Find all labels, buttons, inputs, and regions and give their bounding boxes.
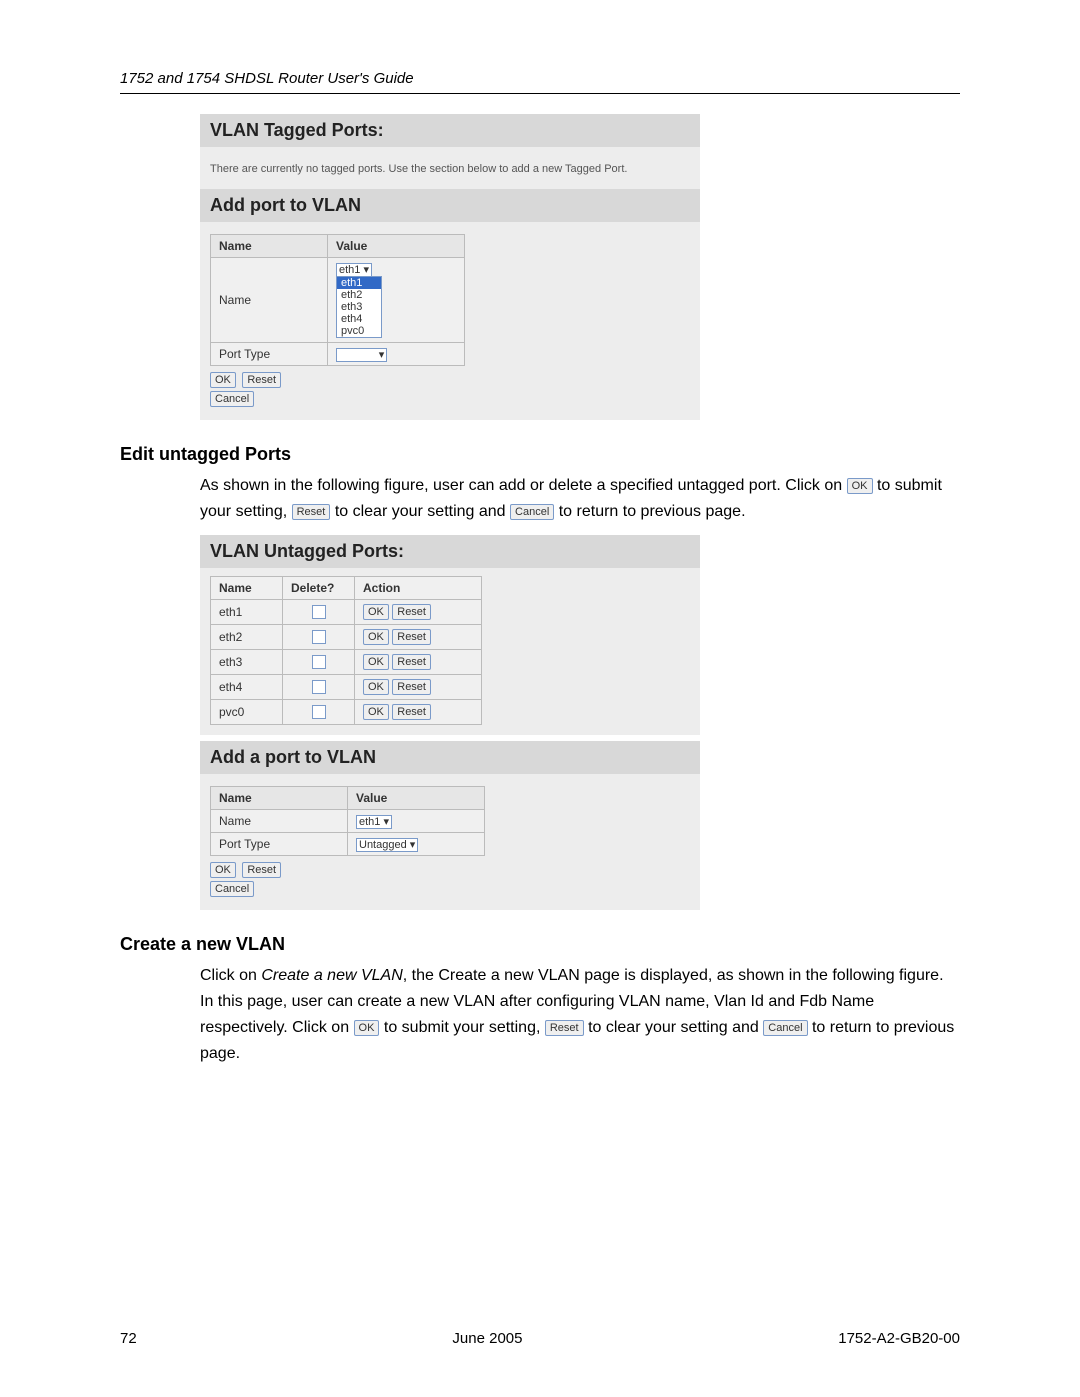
table-row: eth2 OK Reset <box>211 625 482 650</box>
text: to clear your setting and <box>588 1019 763 1036</box>
name-select[interactable]: eth1 ▾ <box>336 263 372 277</box>
cell-name: pvc0 <box>211 700 283 725</box>
row-porttype-label: Port Type <box>211 343 328 366</box>
name-select-options[interactable]: eth1 eth2 eth3 eth4 pvc0 <box>336 276 382 338</box>
option-eth1[interactable]: eth1 <box>337 277 381 289</box>
ok-button[interactable]: OK <box>363 704 389 720</box>
delete-checkbox[interactable] <box>312 705 326 719</box>
ok-button[interactable]: OK <box>363 654 389 670</box>
reset-button[interactable]: Reset <box>392 704 431 720</box>
figure-untagged-ports: VLAN Untagged Ports: Name Delete? Action… <box>200 535 960 910</box>
reset-button[interactable]: Reset <box>242 372 281 388</box>
table-row: eth1 OK Reset <box>211 600 482 625</box>
delete-checkbox[interactable] <box>312 630 326 644</box>
col-value: Value <box>348 787 485 810</box>
table-row: eth3 OK Reset <box>211 650 482 675</box>
reset-button[interactable]: Reset <box>392 629 431 645</box>
chevron-down-icon: ▾ <box>383 816 389 828</box>
reset-button-inline[interactable]: Reset <box>292 504 331 520</box>
row-name-label: Name <box>211 810 348 833</box>
col-delete: Delete? <box>283 577 355 600</box>
cancel-button[interactable]: Cancel <box>210 881 254 897</box>
table-row: pvc0 OK Reset <box>211 700 482 725</box>
option-eth3[interactable]: eth3 <box>337 301 381 313</box>
reset-button-inline[interactable]: Reset <box>545 1020 584 1036</box>
heading-edit-untagged: Edit untagged Ports <box>120 444 960 465</box>
panel-title-untagged: VLAN Untagged Ports: <box>200 535 700 568</box>
option-eth4[interactable]: eth4 <box>337 313 381 325</box>
row-porttype-label: Port Type <box>211 833 348 856</box>
row-name-label: Name <box>211 258 328 343</box>
ok-button[interactable]: OK <box>210 862 236 878</box>
panel-title-add-port2: Add a port to VLAN <box>200 741 700 774</box>
figure-tagged-ports: VLAN Tagged Ports: There are currently n… <box>200 114 960 420</box>
option-eth2[interactable]: eth2 <box>337 289 381 301</box>
heading-create-vlan: Create a new VLAN <box>120 934 960 955</box>
page-header: 1752 and 1754 SHDSL Router User's Guide <box>120 70 960 94</box>
cell-name: eth3 <box>211 650 283 675</box>
cancel-button-inline[interactable]: Cancel <box>510 504 554 520</box>
col-action: Action <box>355 577 482 600</box>
panel-title-tagged: VLAN Tagged Ports: <box>200 114 700 147</box>
cell-name: eth4 <box>211 675 283 700</box>
page-footer: 72 June 2005 1752-A2-GB20-00 <box>120 1330 960 1347</box>
ok-button-inline[interactable]: OK <box>354 1020 380 1036</box>
reset-button[interactable]: Reset <box>392 654 431 670</box>
text: to submit your setting, <box>384 1019 545 1036</box>
option-pvc0[interactable]: pvc0 <box>337 325 381 337</box>
link-create-vlan: Create a new VLAN <box>261 967 402 984</box>
ok-button[interactable]: OK <box>363 679 389 695</box>
porttype-select[interactable]: ▾ <box>336 348 387 362</box>
reset-button[interactable]: Reset <box>392 604 431 620</box>
table-row: eth4 OK Reset <box>211 675 482 700</box>
text: to clear your setting and <box>335 503 510 520</box>
porttype-select[interactable]: Untagged ▾ <box>356 838 418 852</box>
delete-checkbox[interactable] <box>312 605 326 619</box>
col-name: Name <box>211 787 348 810</box>
row-porttype-value: ▾ <box>328 343 465 366</box>
name-select[interactable]: eth1 ▾ <box>356 815 392 829</box>
footer-doc: 1752-A2-GB20-00 <box>838 1330 960 1347</box>
add-port-table: Name Value Name eth1 ▾ eth1 eth2 eth3 et… <box>210 234 465 366</box>
chevron-down-icon: ▾ <box>410 839 416 851</box>
cancel-button-inline[interactable]: Cancel <box>763 1020 807 1036</box>
ok-button[interactable]: OK <box>363 629 389 645</box>
page-number: 72 <box>120 1330 137 1347</box>
col-name: Name <box>211 577 283 600</box>
tagged-empty-note: There are currently no tagged ports. Use… <box>210 155 690 179</box>
col-name: Name <box>211 235 328 258</box>
text: As shown in the following figure, user c… <box>200 477 847 494</box>
cell-name: eth2 <box>211 625 283 650</box>
cancel-button[interactable]: Cancel <box>210 391 254 407</box>
chevron-down-icon: ▾ <box>379 349 385 361</box>
reset-button[interactable]: Reset <box>392 679 431 695</box>
ok-button[interactable]: OK <box>363 604 389 620</box>
chevron-down-icon: ▾ <box>363 264 369 276</box>
cell-name: eth1 <box>211 600 283 625</box>
add-port-table2: Name Value Name eth1 ▾ Port Type Untagge… <box>210 786 485 856</box>
reset-button[interactable]: Reset <box>242 862 281 878</box>
ok-button[interactable]: OK <box>210 372 236 388</box>
col-value: Value <box>328 235 465 258</box>
paragraph-create-vlan: Click on Create a new VLAN, the Create a… <box>200 963 960 1067</box>
panel-title-add-port: Add port to VLAN <box>200 189 700 222</box>
text: Click on <box>200 967 261 984</box>
footer-date: June 2005 <box>452 1330 522 1347</box>
untagged-ports-table: Name Delete? Action eth1 OK Reset eth2 O… <box>210 576 482 725</box>
ok-button-inline[interactable]: OK <box>847 478 873 494</box>
row-name-value: eth1 ▾ eth1 eth2 eth3 eth4 pvc0 <box>328 258 465 343</box>
delete-checkbox[interactable] <box>312 680 326 694</box>
delete-checkbox[interactable] <box>312 655 326 669</box>
paragraph-edit-untagged: As shown in the following figure, user c… <box>200 473 960 525</box>
text: to return to previous page. <box>559 503 746 520</box>
